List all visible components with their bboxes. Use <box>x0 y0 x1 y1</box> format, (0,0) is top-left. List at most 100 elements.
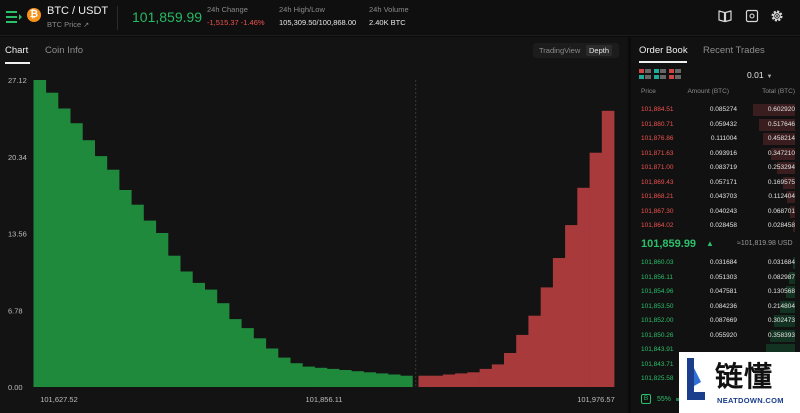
bid-depth-step <box>302 366 315 387</box>
ask-row[interactable]: 101,884.51 0.085274 0.602920 <box>631 103 800 117</box>
ask-amount: 0.059432 <box>709 120 737 128</box>
bid-depth-step <box>57 108 71 387</box>
ask-total: 0.169575 <box>767 178 795 186</box>
ask-row[interactable]: 101,871.00 0.083719 0.253294 <box>631 161 800 175</box>
bid-amount: 0.084236 <box>709 302 737 310</box>
ask-amount: 0.028458 <box>709 222 737 229</box>
buy-ratio-badge: B <box>641 394 651 404</box>
ask-row[interactable]: 101,869.43 0.057171 0.169575 <box>631 176 800 190</box>
depth-chart[interactable]: 27.12 20.34 13.56 6.78 0.00 101,627.52 101,856… <box>0 69 628 413</box>
bid-depth-step <box>167 255 181 387</box>
view-bids-only-icon[interactable] <box>654 69 666 79</box>
gear-icon[interactable] <box>770 9 784 23</box>
external-link-icon: ↗ <box>83 22 90 29</box>
ask-row[interactable]: 101,876.86 0.111004 0.458214 <box>631 132 800 146</box>
y-tick-label: 13.56 <box>8 230 27 239</box>
ask-amount: 0.083719 <box>709 164 737 171</box>
ask-total: 0.517646 <box>767 120 795 128</box>
bid-depth-step <box>400 375 413 387</box>
bid-price: 101,854.96 <box>641 288 674 295</box>
bid-row[interactable]: 101,853.50 0.084236 0.214804 <box>631 300 800 314</box>
bid-row[interactable]: 101,856.11 0.051303 0.082987 <box>631 271 800 285</box>
ask-total: 0.458214 <box>767 135 795 142</box>
stat-24h-volume: 24h Volume 2.40K BTC <box>369 5 409 27</box>
bid-row[interactable]: 101,850.26 0.055920 0.358393 <box>631 329 800 343</box>
bid-depth-step <box>339 370 352 387</box>
buy-ratio-percent: 55% <box>657 396 672 403</box>
view-option-tradingview[interactable]: TradingView <box>539 46 581 55</box>
top-bar: ₿ BTC / USDT BTC Price ↗ 101,859.99 24h … <box>0 0 800 36</box>
ask-amount: 0.043703 <box>709 193 737 200</box>
stat-value: -1,515.37 -1.46% <box>207 18 265 27</box>
ask-depth-step <box>577 187 590 387</box>
ask-amount: 0.093916 <box>709 149 737 157</box>
bid-total: 0.082987 <box>767 273 795 281</box>
ask-total: 0.602920 <box>767 106 795 113</box>
bid-depth-step <box>106 169 120 387</box>
view-asks-only-icon[interactable] <box>669 69 681 79</box>
active-tab-indicator <box>5 62 30 64</box>
bid-depth-step <box>375 373 389 387</box>
order-book-view-selector <box>639 69 687 81</box>
tab-chart[interactable]: Chart <box>5 45 29 56</box>
active-tab-indicator <box>639 61 687 63</box>
bid-row[interactable]: 101,854.96 0.047581 0.130568 <box>631 285 800 299</box>
bid-total: 0.130568 <box>767 288 795 295</box>
chevron-down-icon: ▼ <box>766 74 773 80</box>
tab-order-book[interactable]: Order Book <box>639 45 688 56</box>
stat-label: 24h Volume <box>369 5 409 14</box>
bid-depth-step <box>94 156 108 387</box>
watermark-logo: 链懂 NEATDOWN.COM <box>679 352 800 413</box>
tab-recent-trades[interactable]: Recent Trades <box>703 45 765 56</box>
layout-settings-icon[interactable] <box>745 9 759 23</box>
bid-price: 101,843.91 <box>641 346 674 353</box>
ask-price: 101,871.00 <box>641 164 674 171</box>
ask-depth-step <box>540 287 554 387</box>
bid-depth-step <box>155 233 169 387</box>
bid-amount: 0.047581 <box>709 288 737 295</box>
view-option-depth[interactable]: Depth <box>586 45 613 56</box>
bid-amount: 0.051303 <box>709 273 737 281</box>
view-both-sides-icon[interactable] <box>639 69 651 79</box>
guide-book-icon[interactable] <box>718 9 732 23</box>
stat-label: 24h Change <box>207 5 248 14</box>
bid-depth-step <box>277 357 291 387</box>
menu-icon[interactable] <box>6 10 22 24</box>
ask-price: 101,871.63 <box>641 149 674 157</box>
tab-coin-info[interactable]: Coin Info <box>45 45 84 56</box>
ask-row[interactable]: 101,871.63 0.093916 0.347210 <box>631 147 800 161</box>
ask-depth-step <box>467 372 480 387</box>
trading-pair-name[interactable]: BTC / USDT <box>47 5 109 17</box>
ask-price: 101,869.43 <box>641 178 674 186</box>
depth-bar <box>759 118 795 131</box>
bid-depth-step <box>290 363 303 387</box>
ask-depth-step <box>589 152 603 387</box>
bid-depth-step <box>33 80 47 387</box>
depth-bar <box>780 300 795 313</box>
bitcoin-logo-icon: ₿ <box>27 8 41 22</box>
bid-depth-step <box>45 92 59 387</box>
precision-value: 0.01 <box>747 70 764 80</box>
ask-total: 0.347210 <box>767 149 795 157</box>
ask-row[interactable]: 101,864.02 0.028458 0.028458 <box>631 219 800 233</box>
depth-bar <box>793 220 795 232</box>
x-tick-label: 101,856.11 <box>306 395 343 404</box>
depth-bar <box>771 147 795 160</box>
bid-row[interactable]: 101,852.00 0.087669 0.302473 <box>631 314 800 328</box>
ask-row[interactable]: 101,867.30 0.040243 0.068701 <box>631 205 800 219</box>
bid-row[interactable]: 101,860.03 0.031684 0.031684 <box>631 256 800 270</box>
pair-subtitle-link[interactable]: BTC Price ↗ <box>47 20 89 29</box>
ask-price: 101,864.02 <box>641 222 674 229</box>
precision-select[interactable]: 0.01 ▼ <box>747 70 773 80</box>
stat-24h-high-low: 24h High/Low 105,309.50/100,868.00 <box>279 5 356 27</box>
ask-depth-step <box>442 374 456 387</box>
ask-row[interactable]: 101,868.21 0.043703 0.112404 <box>631 190 800 204</box>
ask-total: 0.253294 <box>767 164 795 171</box>
ask-row[interactable]: 101,880.71 0.059432 0.517646 <box>631 118 800 132</box>
bid-depth-step <box>241 328 254 387</box>
depth-bar <box>793 257 795 269</box>
last-price: 101,859.99 <box>132 9 203 25</box>
ask-price: 101,867.30 <box>641 207 674 215</box>
x-tick-label: 101,627.52 <box>40 395 78 404</box>
header-divider <box>117 6 118 30</box>
